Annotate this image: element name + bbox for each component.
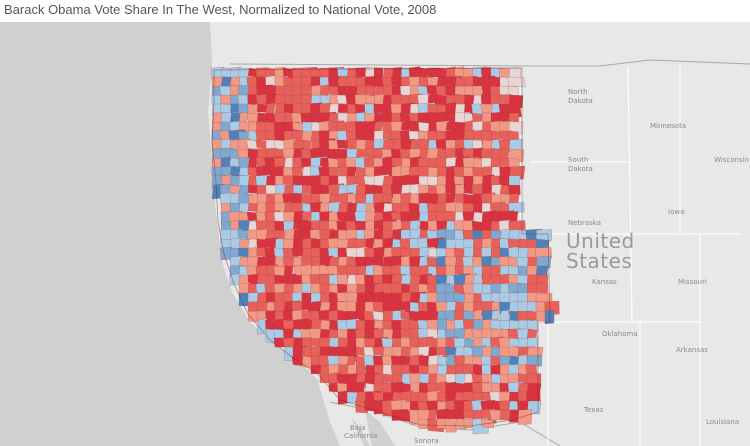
label-kansas: Kansas [592, 278, 617, 286]
county-shape[interactable] [508, 229, 522, 240]
county-shape[interactable] [490, 130, 501, 141]
baja-peninsula [318, 382, 364, 446]
county-shape[interactable] [427, 76, 438, 87]
county-choropleth[interactable] [210, 66, 560, 435]
label-arkansas: Arkansas [676, 346, 708, 354]
gulf [365, 410, 395, 446]
county-shape[interactable] [526, 319, 539, 333]
county-shape[interactable] [517, 409, 533, 425]
label-country-2: States [566, 249, 632, 273]
county-shape[interactable] [507, 76, 526, 88]
county-shape[interactable] [508, 184, 521, 196]
label-texas: Texas [583, 406, 604, 414]
county-shape[interactable] [525, 310, 538, 321]
county-shape[interactable] [445, 193, 456, 204]
county-shape[interactable] [391, 373, 404, 384]
label-north-dakota: North [568, 88, 588, 96]
county-shape[interactable] [508, 346, 519, 357]
label-north-dakota-2: Dakota [568, 97, 593, 105]
county-shape[interactable] [292, 192, 303, 205]
county-shape[interactable] [445, 264, 456, 277]
county-shape[interactable] [427, 409, 438, 421]
county-shape[interactable] [328, 166, 339, 177]
state-borders [519, 65, 740, 446]
county-shape[interactable] [346, 166, 357, 178]
label-country: United [566, 229, 635, 253]
label-nebraska: Nebraska [568, 219, 601, 227]
county-shape[interactable] [247, 238, 258, 250]
west-region-outline [211, 67, 551, 427]
label-minnesota: Minnesota [650, 122, 686, 130]
county-shape[interactable] [463, 184, 474, 195]
pacific-ocean [0, 22, 370, 446]
label-louisiana: Louisiana [706, 418, 739, 426]
label-baja-2: California [344, 432, 377, 440]
county-shape[interactable] [427, 292, 438, 303]
county-shape[interactable] [418, 192, 430, 205]
county-shape[interactable] [273, 337, 287, 348]
label-oklahoma: Oklahoma [602, 330, 638, 338]
county-shape[interactable] [436, 166, 448, 178]
label-baja: Baja [350, 424, 365, 432]
county-shape[interactable] [256, 318, 268, 335]
label-south-dakota-2: Dakota [568, 165, 593, 173]
label-iowa: Iowa [668, 208, 684, 216]
county-shape[interactable] [472, 85, 483, 96]
county-shape[interactable] [373, 256, 384, 267]
county-shape[interactable] [373, 121, 384, 132]
label-missouri: Missouri [678, 278, 707, 286]
county-shape[interactable] [508, 202, 525, 213]
county-shape[interactable] [418, 121, 430, 133]
county-shape[interactable] [454, 409, 465, 420]
county-shape[interactable] [246, 112, 259, 123]
county-shape[interactable] [463, 328, 474, 339]
county-shape[interactable] [292, 256, 303, 267]
page-title: Barack Obama Vote Share In The West, Nor… [4, 2, 437, 17]
county-shape[interactable] [364, 94, 376, 105]
canada-border-line [229, 59, 750, 67]
county-shape[interactable] [265, 102, 276, 115]
label-south-dakota: South [568, 156, 588, 164]
county-shape[interactable] [535, 247, 552, 259]
label-sonora: Sonora [414, 437, 439, 445]
county-shape[interactable] [508, 121, 524, 135]
county-shape[interactable] [535, 256, 552, 269]
label-wisconsin: Wisconsin [714, 156, 749, 164]
county-shape[interactable] [508, 220, 526, 231]
choropleth-map[interactable]: North Dakota Minnesota Wisconsin South D… [0, 22, 750, 446]
county-shape[interactable] [400, 355, 411, 366]
